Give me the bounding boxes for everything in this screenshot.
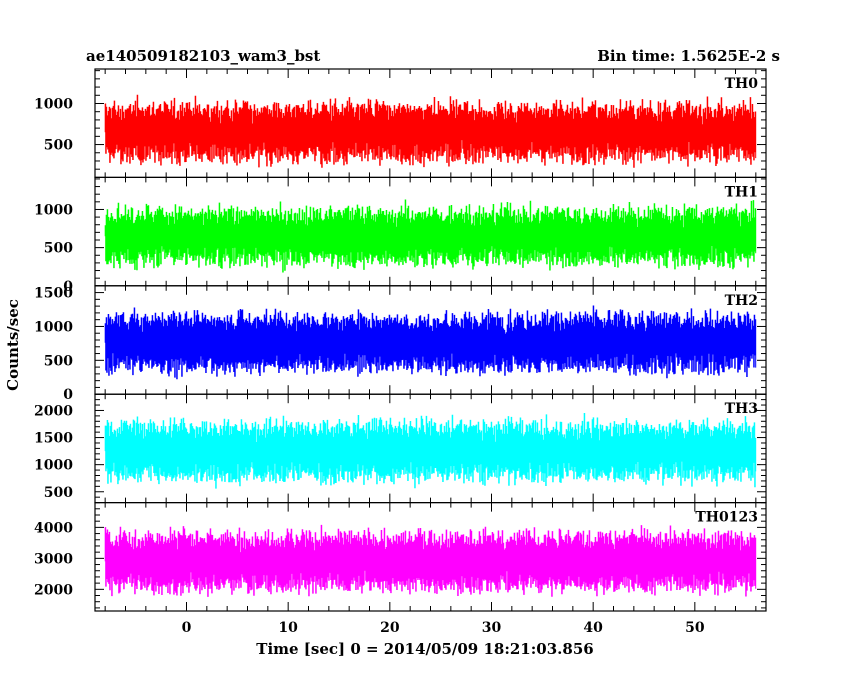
- panel-label-th0123: TH0123: [695, 510, 758, 526]
- panel-th3: 500 1000 1500 2000 TH3: [34, 393, 767, 504]
- y-tick-label: 500: [44, 241, 73, 257]
- x-tick-label: 0: [182, 620, 192, 636]
- y-tick-label: 500: [44, 138, 73, 154]
- panel-label-th0: TH0: [725, 76, 759, 92]
- y-tick-label: 500: [44, 353, 73, 369]
- y-tick-label: 1000: [34, 96, 73, 112]
- y-tick-label: 1000: [34, 458, 73, 474]
- panel-label-th1: TH1: [725, 184, 758, 200]
- x-tick-label: 10: [278, 620, 298, 636]
- panels-group: 500 1000 TH0 0 500 1000 TH1 0 500 1000 1500 TH2 500 1…: [34, 68, 767, 612]
- x-tick-label: 50: [685, 620, 705, 636]
- y-tick-label: 1500: [34, 286, 73, 302]
- y-tick-label: 4000: [34, 520, 73, 536]
- y-tick-label: 3000: [34, 551, 73, 567]
- x-axis: 0 10 20 30 40 50: [182, 620, 705, 636]
- x-tick-label: 30: [482, 620, 502, 636]
- panel-th2: 0 500 1000 1500 TH2: [34, 285, 767, 403]
- y-tick-label: 1000: [34, 319, 73, 335]
- panel-th1: 0 500 1000 TH1: [34, 176, 767, 295]
- y-tick-label: 1500: [34, 431, 73, 447]
- y-tick-label: 2000: [34, 403, 73, 419]
- panel-th0: 500 1000 TH0: [34, 68, 767, 179]
- series-th1-line: [104, 199, 757, 273]
- series-th0-line: [104, 94, 757, 168]
- series-th0123-line: [104, 524, 757, 597]
- x-tick-label: 40: [583, 620, 603, 636]
- y-axis-title: Counts/sec: [4, 299, 22, 391]
- series-th3-line: [104, 413, 757, 489]
- bin-time-label: Bin time: 1.5625E-2 s: [597, 47, 780, 65]
- y-tick-label: 2000: [34, 582, 73, 598]
- y-tick-label: 500: [44, 485, 73, 501]
- chart-title: ae140509182103_wam3_bst: [86, 47, 320, 65]
- panel-th0123: 2000 3000 4000 TH0123: [34, 502, 767, 612]
- panel-label-th2: TH2: [725, 293, 758, 309]
- x-axis-title: Time [sec] 0 = 2014/05/09 18:21:03.856: [256, 640, 593, 658]
- y-tick-label: 1000: [34, 202, 73, 218]
- y-tick-label: 0: [63, 279, 73, 295]
- y-tick-label: 0: [63, 387, 73, 403]
- series-th2-line: [104, 305, 757, 380]
- panel-label-th3: TH3: [725, 401, 758, 417]
- x-tick-label: 20: [380, 620, 400, 636]
